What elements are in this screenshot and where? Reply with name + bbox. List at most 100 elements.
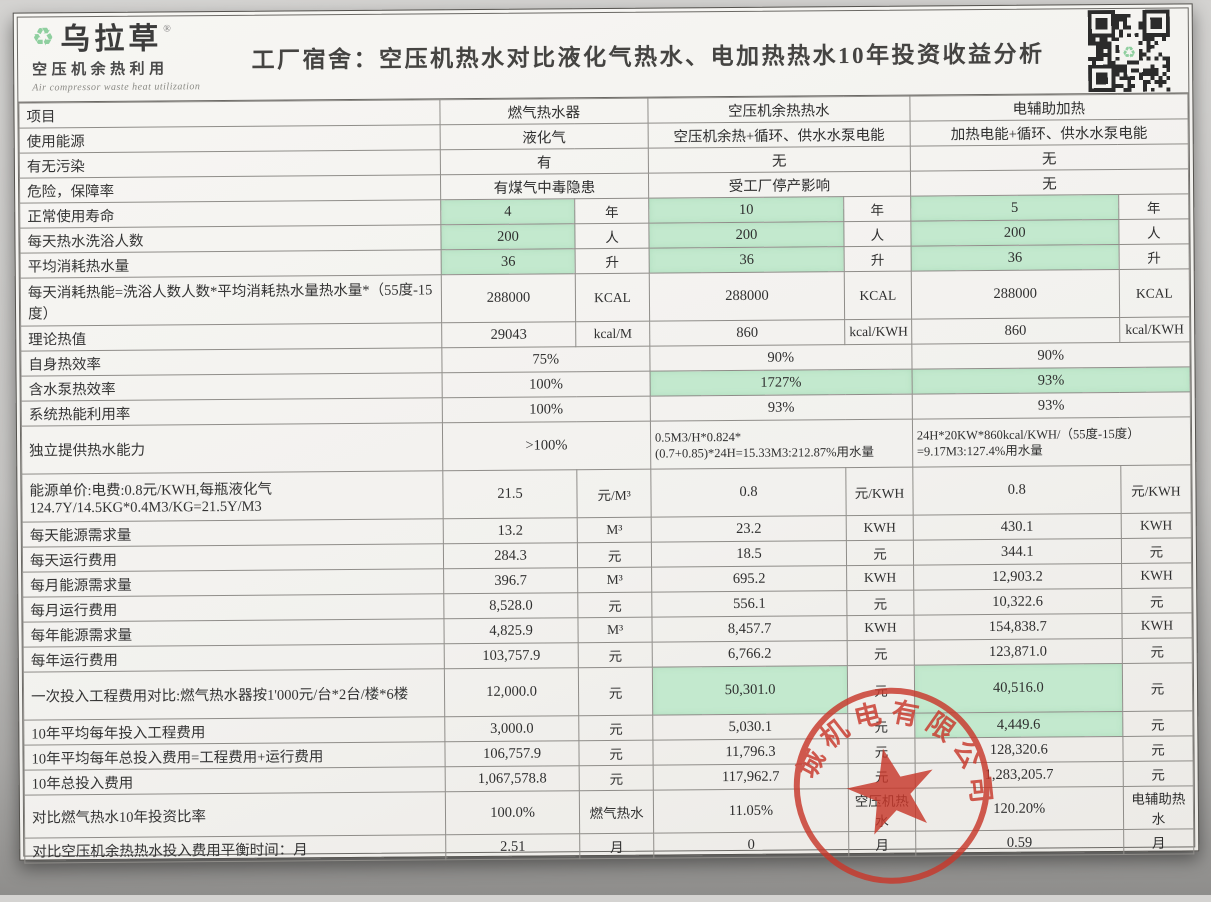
unit-cell: 燃气热水: [579, 790, 654, 834]
document-sheet: ♻ 乌拉草 ® 空压机余热利用 Air compressor waste hea…: [12, 3, 1200, 884]
value-cell: 8,528.0: [443, 592, 579, 619]
unit-cell: 升: [575, 248, 650, 274]
row-label: 系统热能利用率: [21, 397, 443, 427]
row-label: 每年能源需求量: [22, 618, 445, 648]
company-logo: ♻ 乌拉草 ® 空压机余热利用 Air compressor waste hea…: [18, 22, 227, 94]
unit-cell: 元: [848, 763, 916, 789]
merged-cell: 有: [440, 148, 649, 175]
value-cell: 0.8: [912, 465, 1121, 516]
row-label: 平均消耗热水量: [20, 249, 442, 279]
row-label: 每天热水洗浴人数: [19, 224, 441, 254]
row-label: 正常使用寿命: [19, 199, 441, 229]
value-cell: 29043: [441, 321, 577, 348]
unit-cell: 元: [1122, 735, 1194, 762]
unit-cell: 元/KWH: [845, 467, 913, 516]
unit-cell: 电辅助热水: [1123, 785, 1194, 830]
value-cell: 36: [648, 246, 845, 274]
row-label: 每月能源需求量: [22, 568, 444, 598]
unit-cell: KCAL: [844, 271, 912, 320]
unit-cell: 元: [579, 765, 654, 791]
merged-cell: 90%: [911, 341, 1191, 370]
value-cell: 5: [910, 194, 1119, 222]
value-cell: 284.3: [443, 542, 578, 569]
value-cell: 556.1: [651, 590, 848, 618]
unit-cell: 升: [844, 246, 911, 272]
logo-subtitle: 空压机余热利用: [32, 61, 169, 79]
unit-cell: KWH: [1121, 612, 1193, 639]
unit-cell: KWH: [846, 515, 914, 541]
unit-cell: kcal/KWH: [1119, 316, 1190, 343]
merged-cell: 75%: [441, 346, 650, 373]
unit-cell: 元: [578, 642, 653, 668]
value-cell: 2.51: [445, 833, 581, 860]
value-cell: 40,516.0: [914, 663, 1123, 714]
unit-cell: 元/KWH: [1120, 464, 1192, 514]
row-label: 项目: [18, 99, 440, 129]
value-cell: 200: [440, 223, 576, 250]
value-cell: 50,301.0: [652, 665, 848, 716]
unit-cell: 元: [1122, 760, 1194, 787]
value-cell: 123,871.0: [913, 638, 1123, 666]
value-cell: 3,000.0: [444, 715, 580, 742]
unit-cell: 元: [847, 640, 915, 666]
value-cell: 0: [653, 831, 849, 859]
value-cell: 10,322.6: [913, 588, 1122, 616]
comparison-table: 项目 燃气热水器 空压机余热热水 电辅助加热 使用能源 液化气 空压机余热+循环、供水水泵电…: [18, 93, 1194, 864]
row-label: 能源单价:电费:0.8元/KWH,每瓶液化气124.7Y/14.5KG*0.4M…: [21, 470, 444, 523]
value-cell: 11.05%: [653, 788, 849, 834]
unit-cell: 年: [1118, 193, 1189, 220]
logo-tagline: Air compressor waste heat utilization: [32, 81, 201, 94]
value-cell: 288000: [649, 271, 845, 322]
unit-cell: 元: [578, 667, 653, 716]
unit-cell: M³: [577, 567, 652, 593]
value-cell: 344.1: [913, 538, 1122, 566]
row-label: 每年运行费用: [23, 643, 445, 673]
row-label: 使用能源: [19, 124, 441, 154]
value-cell: 200: [910, 219, 1119, 247]
merged-cell: 无: [910, 168, 1189, 197]
value-cell: 13.2: [443, 517, 578, 544]
value-cell: 103,757.9: [444, 642, 579, 669]
value-cell: 5,030.1: [652, 713, 849, 741]
merged-cell: 液化气: [439, 123, 649, 150]
value-cell: 128,320.6: [914, 736, 1123, 764]
value-cell: 8,457.7: [651, 615, 848, 643]
row-label: 10年平均每年总投入费用=工程费用+运行费用: [23, 741, 445, 771]
value-cell: 4: [440, 198, 576, 225]
qr-code-icon: ♻: [1087, 9, 1171, 93]
value-cell: 860: [649, 319, 845, 347]
unit-cell: 元: [847, 713, 915, 739]
value-cell: 1,067,578.8: [444, 765, 580, 792]
value-cell: 36: [440, 248, 576, 275]
unit-cell: 元: [578, 592, 652, 618]
value-cell: 200: [648, 221, 845, 249]
value-cell: 36: [910, 244, 1120, 272]
unit-cell: 年: [574, 198, 649, 224]
merged-cell: 1727%: [649, 369, 912, 397]
merged-cell: 空压机余热热水: [647, 96, 910, 124]
value-cell: 6,766.2: [652, 640, 848, 668]
unit-cell: 空压机热水: [848, 788, 916, 832]
unit-cell: 元: [1121, 587, 1192, 614]
merged-cell: 100%: [441, 371, 651, 398]
value-cell: 4,449.6: [914, 711, 1123, 739]
value-cell: 0.8: [650, 467, 847, 518]
merged-cell: 24H*20KW*860kcal/KWH/（55度-15度）=9.17M3:12…: [912, 416, 1191, 468]
page-title: 工厂宿舍：空压机热水对比液化气热水、电加热热水10年投资收益分析: [251, 41, 1045, 73]
merged-cell: 空压机余热+循环、供水水泵电能: [647, 121, 911, 149]
unit-cell: M³: [578, 617, 653, 643]
row-label: 含水泵热效率: [21, 372, 443, 402]
value-cell: 117,962.7: [653, 763, 849, 791]
value-cell: 695.2: [651, 565, 847, 593]
value-cell: 10: [648, 196, 844, 224]
unit-cell: 人: [1118, 218, 1190, 245]
unit-cell: KWH: [1121, 562, 1192, 589]
unit-cell: 人: [843, 221, 911, 247]
unit-cell: M³: [577, 517, 652, 543]
value-cell: 21.5: [442, 469, 578, 519]
value-cell: 430.1: [912, 513, 1122, 541]
value-cell: 18.5: [651, 540, 847, 568]
value-cell: 120.20%: [915, 786, 1124, 832]
merged-cell: 无: [648, 146, 911, 174]
merged-cell: 电辅助加热: [909, 93, 1189, 122]
